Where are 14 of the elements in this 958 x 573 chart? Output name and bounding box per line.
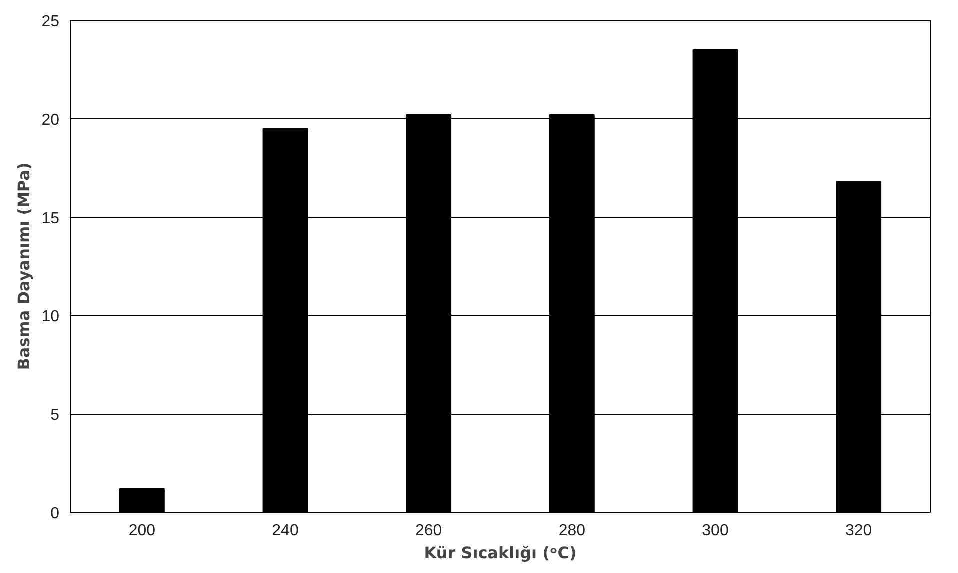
x-axis-title: Kür Sıcaklığı (ᵒC) [424,544,577,562]
x-tick-label: 280 [558,522,586,540]
y-tick-label: 15 [42,210,60,228]
y-tick-label: 0 [50,506,60,522]
x-tick-label: 260 [415,522,442,540]
y-tick-label: 10 [42,308,60,326]
y-axis-title: Basma Dayanımı (MPa) [14,162,34,370]
x-tick-label: 240 [272,522,299,540]
x-tick-label: 200 [128,522,156,540]
x-tick-label: 320 [845,522,872,540]
y-tick-label: 20 [42,112,60,129]
y-tick-label: 25 [42,14,60,30]
y-tick-label: 5 [50,407,60,424]
x-tick-label: 300 [702,522,729,540]
